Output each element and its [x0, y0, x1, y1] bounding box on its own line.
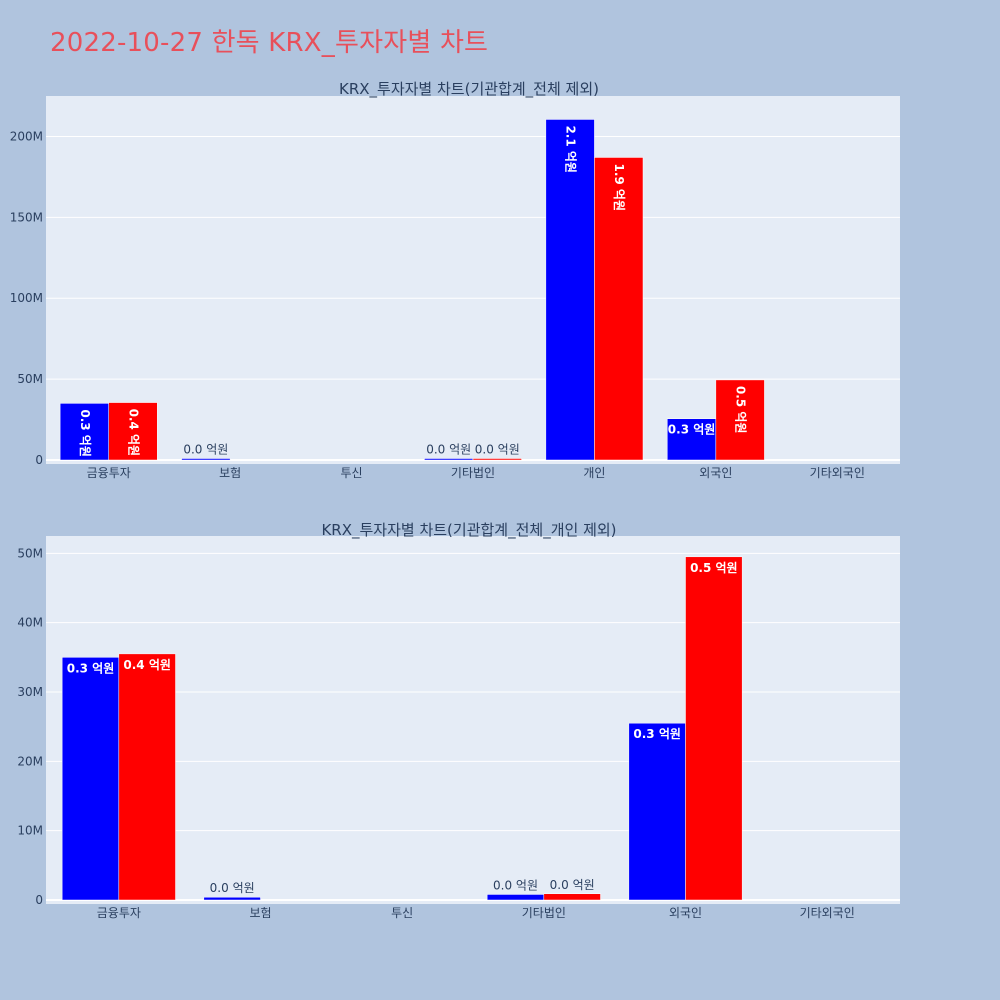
chart-2: 0 10M 20M 30M 40M 50M KRX_투자자별 차트(기관합계_전체_개인 제… [17, 521, 900, 920]
data-label: 0.5 억원 [734, 386, 748, 434]
y-tick-label: 20M [17, 754, 43, 768]
bar [594, 157, 644, 461]
chart-title: KRX_투자자별 차트(기관합계_전체_개인 제외) [321, 521, 616, 540]
x-tick-label: 외국인 [669, 906, 702, 920]
data-label: 0.0 억원 [210, 881, 255, 895]
y-tick-label: 30M [17, 685, 43, 699]
bar [486, 894, 545, 901]
page-title: 2022-10-27 한독 KRX_투자자별 차트 [50, 28, 489, 58]
bar [543, 893, 601, 901]
bar [59, 403, 109, 461]
x-tick-label: 외국인 [699, 466, 732, 480]
data-label: 0.3 억원 [67, 661, 115, 675]
x-tick-label: 기타법인 [451, 466, 495, 480]
y-tick-label: 150M [10, 210, 43, 224]
plot-area [46, 536, 900, 904]
y-tick-label: 0 [35, 453, 43, 467]
data-label: 0.0 억원 [550, 878, 595, 892]
bar [118, 653, 176, 901]
data-label: 0.4 억원 [127, 409, 141, 457]
y-tick-label: 200M [10, 129, 43, 143]
y-tick-label: 100M [10, 291, 43, 305]
data-label: 0.4 억원 [123, 658, 171, 672]
chart-title: KRX_투자자별 차트(기관합계_전체 제외) [339, 80, 599, 99]
plot-area [46, 96, 900, 464]
bar [203, 896, 261, 901]
y-tick-label: 0 [35, 893, 43, 907]
data-label: 0.5 억원 [690, 561, 738, 575]
x-tick-label: 금융투자 [97, 906, 141, 920]
x-tick-label: 금융투자 [87, 466, 131, 480]
x-tick-label: 투신 [341, 466, 363, 480]
x-tick-label: 기타외국인 [800, 906, 855, 920]
data-label: 0.3 억원 [633, 727, 681, 741]
x-tick-label: 기타법인 [522, 906, 566, 920]
bar [61, 657, 120, 901]
bar [715, 379, 765, 461]
bar [181, 458, 231, 461]
x-tick-label: 보험 [249, 906, 271, 920]
y-tick-label: 50M [17, 372, 43, 386]
data-label: 1.9 억원 [612, 163, 626, 211]
bar [685, 556, 743, 901]
x-tick-label: 개인 [583, 466, 605, 480]
bar [108, 402, 158, 461]
x-tick-label: 기타외국인 [810, 466, 865, 480]
data-label: 0.0 억원 [183, 443, 228, 457]
x-tick-label: 보험 [219, 466, 241, 480]
bar [545, 119, 595, 461]
bar [424, 458, 474, 461]
data-label: 0.0 억원 [475, 443, 520, 457]
bar [472, 458, 522, 461]
y-tick-label: 40M [17, 616, 43, 630]
data-label: 0.0 억원 [426, 443, 471, 457]
data-label: 0.3 억원 [78, 409, 92, 457]
data-label: 0.3 억원 [668, 423, 716, 437]
data-label: 0.0 억원 [493, 878, 538, 892]
chart-1: 0 50M 100M 150M 200M KRX_투자자별 차트(기관합계_전체 제외) 금… [10, 80, 900, 480]
y-tick-label: 50M [17, 546, 43, 560]
bar [628, 722, 686, 901]
y-tick-label: 10M [17, 824, 43, 838]
x-tick-label: 투신 [391, 906, 413, 920]
data-label: 2.1 억원 [564, 125, 578, 173]
